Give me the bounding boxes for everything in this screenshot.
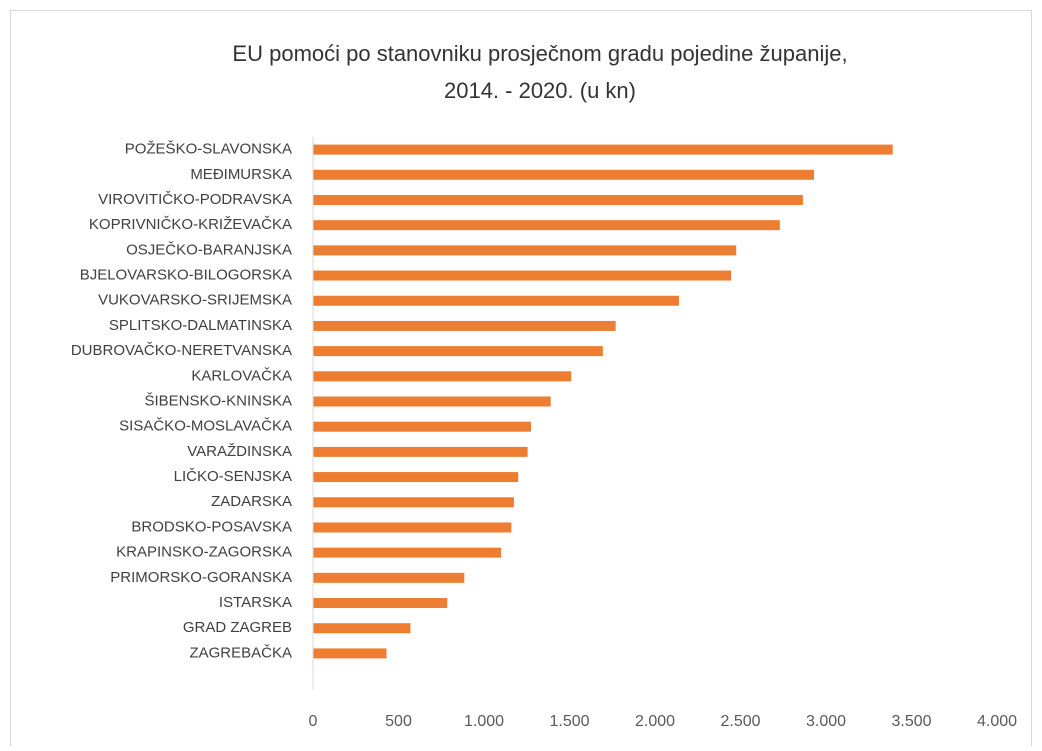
x-tick-label: 4.000 bbox=[977, 713, 1017, 730]
y-tick-label: SISAČKO-MOSLAVAČKA bbox=[119, 418, 292, 435]
y-tick-label: VIROVITIČKO-PODRAVSKA bbox=[98, 191, 292, 208]
y-tick-label: SPLITSKO-DALMATINSKA bbox=[109, 317, 292, 334]
bar bbox=[313, 648, 387, 659]
x-tick-label: 500 bbox=[385, 713, 412, 730]
chart-title: EU pomoći po stanovniku prosječnom gradu… bbox=[232, 41, 847, 66]
bar bbox=[313, 598, 448, 609]
x-tick-label: 1.500 bbox=[549, 713, 589, 730]
y-tick-label: LIČKO-SENJSKA bbox=[174, 468, 292, 485]
bar bbox=[313, 144, 893, 155]
bar bbox=[313, 623, 411, 634]
y-tick-label: POŽEŠKO-SLAVONSKA bbox=[125, 141, 292, 158]
bar bbox=[313, 320, 616, 331]
bar bbox=[313, 295, 679, 306]
bar bbox=[313, 346, 603, 357]
y-tick-label: OSJEČKO-BARANJSKA bbox=[126, 241, 292, 258]
y-tick-label: ŠIBENSKO-KNINSKA bbox=[144, 392, 292, 409]
x-tick-label: 1.000 bbox=[464, 713, 504, 730]
bar bbox=[313, 396, 551, 407]
y-tick-label: KRAPINSKO-ZAGORSKA bbox=[116, 544, 292, 561]
y-tick-label: KOPRIVNIČKO-KRIŽEVAČKA bbox=[89, 216, 292, 233]
y-tick-label: KARLOVAČKA bbox=[191, 367, 292, 384]
y-tick-label: ZAGREBAČKA bbox=[189, 644, 292, 661]
x-tick-label: 0 bbox=[309, 713, 318, 730]
y-tick-label: VARAŽDINSKA bbox=[187, 443, 292, 460]
bar bbox=[313, 446, 528, 457]
bar bbox=[313, 421, 532, 432]
y-tick-label: VUKOVARSKO-SRIJEMSKA bbox=[98, 292, 292, 309]
bar bbox=[313, 371, 572, 382]
x-tick-label: 3.500 bbox=[891, 713, 931, 730]
bar bbox=[313, 547, 502, 558]
bar bbox=[313, 497, 514, 508]
bar bbox=[313, 522, 512, 533]
chart-title: 2014. - 2020. (u kn) bbox=[444, 78, 636, 103]
bar bbox=[313, 194, 803, 205]
bar bbox=[313, 169, 815, 180]
x-tick-label: 3.000 bbox=[806, 713, 846, 730]
bar bbox=[313, 245, 737, 256]
y-tick-label: BJELOVARSKO-BILOGORSKA bbox=[80, 267, 292, 284]
y-tick-label: MEĐIMURSKA bbox=[190, 166, 292, 183]
y-tick-label: DUBROVAČKO-NERETVANSKA bbox=[71, 342, 292, 359]
y-tick-label: ISTARSKA bbox=[219, 594, 292, 611]
x-tick-label: 2.500 bbox=[720, 713, 760, 730]
x-tick-label: 2.000 bbox=[635, 713, 675, 730]
y-tick-label: ZADARSKA bbox=[211, 493, 292, 510]
bar bbox=[313, 472, 519, 483]
bar bbox=[313, 220, 780, 231]
bar bbox=[313, 270, 732, 281]
bar bbox=[313, 572, 465, 583]
y-tick-label: PRIMORSKO-GORANSKA bbox=[110, 569, 292, 586]
y-tick-label: GRAD ZAGREB bbox=[183, 619, 292, 636]
y-tick-label: BRODSKO-POSAVSKA bbox=[131, 518, 292, 535]
